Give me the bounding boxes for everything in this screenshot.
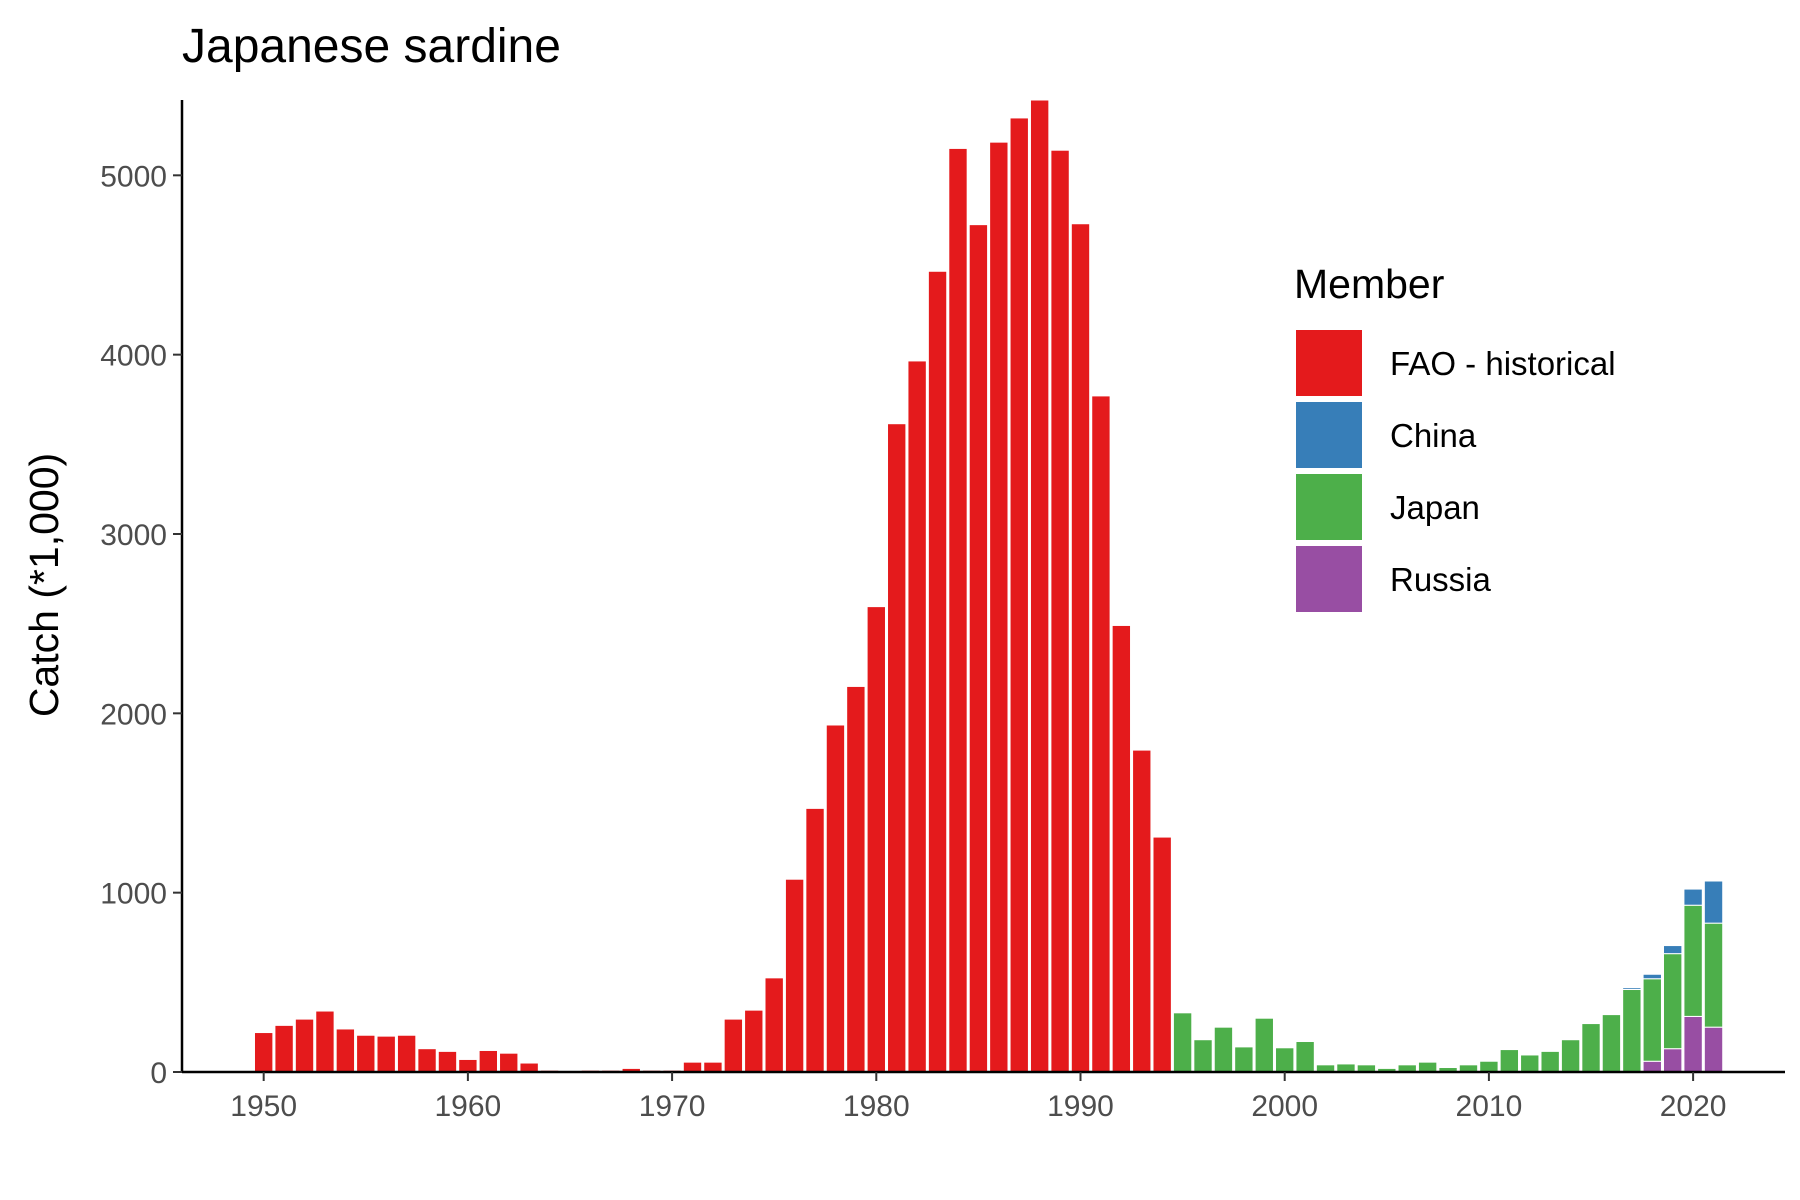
bar-fao-historical-1981 <box>887 423 907 1073</box>
bars-layer <box>253 99 1724 1073</box>
bar-fao-historical-1984 <box>948 147 968 1073</box>
chart-title: Japanese sardine <box>182 20 561 73</box>
bar-japan-1996 <box>1193 1039 1213 1073</box>
bar-fao-historical-1957 <box>396 1034 417 1073</box>
x-tick-label-1990: 1990 <box>1047 1090 1114 1123</box>
bar-fao-historical-1972 <box>703 1061 723 1073</box>
y-tick-label-4000: 4000 <box>100 340 167 373</box>
axes-layer <box>180 100 1785 1074</box>
bar-china-2018 <box>1642 973 1662 980</box>
bar-japan-1999 <box>1254 1017 1274 1073</box>
legend-label-fao-historical: FAO - historical <box>1390 345 1616 382</box>
bar-fao-historical-1973 <box>723 1018 744 1073</box>
bar-japan-2021 <box>1703 922 1724 1028</box>
bar-fao-historical-1953 <box>315 1010 335 1073</box>
bar-china-2017 <box>1622 987 1642 991</box>
bar-fao-historical-1960 <box>458 1058 478 1073</box>
bar-japan-2000 <box>1275 1047 1295 1073</box>
bar-japan-1997 <box>1213 1026 1234 1073</box>
bar-fao-historical-1950 <box>253 1032 274 1073</box>
bar-japan-2019 <box>1663 953 1683 1050</box>
bar-fao-historical-1980 <box>866 606 886 1073</box>
bar-fao-historical-1983 <box>927 270 948 1073</box>
bar-fao-historical-1956 <box>376 1035 396 1073</box>
y-tick-label-5000: 5000 <box>100 160 167 193</box>
bar-fao-historical-1954 <box>335 1028 356 1073</box>
bar-japan-2016 <box>1601 1014 1622 1073</box>
legend-label-china: China <box>1390 417 1477 454</box>
bar-fao-historical-1976 <box>784 878 805 1073</box>
bar-japan-2012 <box>1520 1054 1540 1073</box>
bar-fao-historical-1958 <box>417 1048 437 1073</box>
bar-russia-2019 <box>1663 1048 1683 1073</box>
y-tick-label-0: 0 <box>150 1057 167 1090</box>
bar-japan-1998 <box>1234 1046 1254 1073</box>
bar-fao-historical-1988 <box>1029 99 1050 1073</box>
bar-fao-historical-1994 <box>1152 836 1172 1073</box>
bar-japan-2018 <box>1642 978 1662 1062</box>
bar-japan-2013 <box>1540 1050 1560 1073</box>
bar-fao-historical-1975 <box>764 977 784 1073</box>
bar-fao-historical-1952 <box>294 1018 315 1073</box>
bar-russia-2020 <box>1683 1015 1703 1073</box>
bar-fao-historical-1979 <box>846 685 866 1073</box>
bar-fao-historical-1987 <box>1009 117 1029 1073</box>
bar-russia-2021 <box>1703 1026 1724 1073</box>
bar-china-2021 <box>1703 880 1724 924</box>
bar-fao-historical-1961 <box>478 1049 498 1073</box>
bar-fao-historical-1993 <box>1132 749 1152 1073</box>
legend-entries: FAO - historical China Japan Russia <box>1296 330 1616 612</box>
bar-fao-historical-1985 <box>968 224 989 1073</box>
bar-china-2019 <box>1663 945 1683 955</box>
legend-key-russia <box>1296 546 1362 612</box>
bar-fao-historical-1991 <box>1091 395 1111 1073</box>
bar-fao-historical-1971 <box>682 1061 703 1073</box>
ticks-layer: 1950 1960 1970 1980 1990 2000 2010 2020 0 1000 200… <box>100 160 1726 1123</box>
bar-fao-historical-1955 <box>356 1034 376 1073</box>
bar-japan-2010 <box>1479 1060 1499 1073</box>
bar-fao-historical-1982 <box>907 360 927 1073</box>
bar-japan-2007 <box>1417 1061 1438 1073</box>
bar-japan-2011 <box>1499 1049 1520 1073</box>
bar-fao-historical-1977 <box>805 807 825 1073</box>
x-tick-label-2020: 2020 <box>1660 1090 1727 1123</box>
bar-japan-2014 <box>1560 1039 1581 1073</box>
bar-fao-historical-1963 <box>519 1062 539 1073</box>
bar-fao-historical-1989 <box>1050 149 1070 1073</box>
bar-fao-historical-1974 <box>744 1009 764 1073</box>
bar-russia-2018 <box>1642 1060 1662 1073</box>
legend-label-russia: Russia <box>1390 561 1492 598</box>
bar-fao-historical-1978 <box>825 724 846 1073</box>
bar-japan-1995 <box>1172 1012 1193 1073</box>
bar-japan-2017 <box>1622 989 1642 1073</box>
x-tick-label-2010: 2010 <box>1456 1090 1523 1123</box>
bar-japan-2020 <box>1683 904 1703 1017</box>
legend-key-japan <box>1296 474 1362 540</box>
bar-japan-2001 <box>1295 1041 1315 1073</box>
bar-fao-historical-1959 <box>437 1050 458 1073</box>
y-axis-label: Catch (*1,000) <box>21 453 67 717</box>
y-tick-label-2000: 2000 <box>100 698 167 731</box>
bar-fao-historical-1986 <box>989 141 1009 1073</box>
bar-japan-2015 <box>1581 1023 1601 1073</box>
legend-title: Member <box>1294 261 1444 307</box>
y-tick-label-3000: 3000 <box>100 519 167 552</box>
legend-key-china <box>1296 402 1362 468</box>
bar-fao-historical-1992 <box>1111 624 1132 1073</box>
y-tick-label-1000: 1000 <box>100 878 167 911</box>
x-tick-label-2000: 2000 <box>1251 1090 1318 1123</box>
bar-fao-historical-1962 <box>499 1052 519 1073</box>
legend-key-fao-historical <box>1296 330 1362 396</box>
legend-label-japan: Japan <box>1390 489 1480 526</box>
legend: Member FAO - historical China Japan Russia <box>1294 261 1616 612</box>
x-tick-label-1970: 1970 <box>639 1090 706 1123</box>
x-tick-label-1960: 1960 <box>435 1090 502 1123</box>
bar-fao-historical-1951 <box>274 1024 294 1073</box>
bar-china-2020 <box>1683 888 1703 906</box>
bar-fao-historical-1990 <box>1070 223 1091 1073</box>
x-tick-label-1950: 1950 <box>230 1090 297 1123</box>
x-tick-label-1980: 1980 <box>843 1090 910 1123</box>
